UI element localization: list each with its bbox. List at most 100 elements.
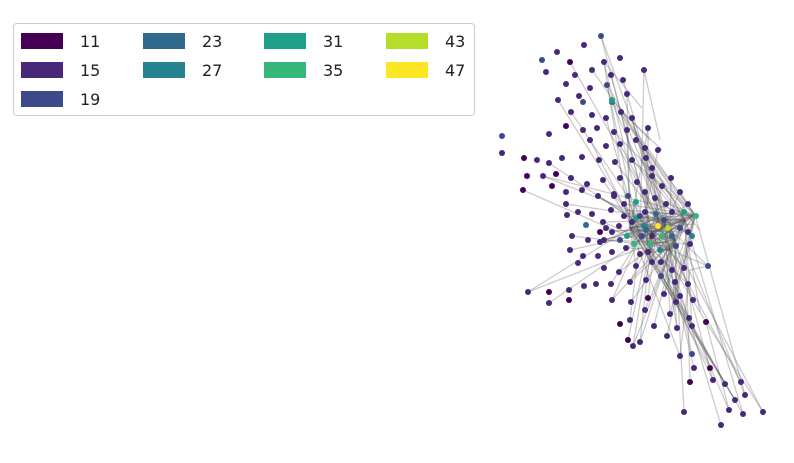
- graph-edge: [610, 74, 653, 233]
- legend-item-11: 11: [21, 31, 100, 51]
- graph-node: [668, 175, 674, 181]
- graph-node: [623, 245, 629, 251]
- graph-edge: [629, 127, 649, 229]
- graph-node: [705, 263, 711, 269]
- graph-node: [653, 211, 659, 217]
- graph-edge: [643, 69, 661, 141]
- legend-label: 23: [202, 31, 223, 51]
- graph-edge: [639, 159, 701, 231]
- graph-edge: [674, 239, 677, 303]
- graph-edge: [639, 249, 671, 343]
- graph-edge: [639, 219, 686, 239]
- graph-node: [643, 155, 649, 161]
- graph-node: [583, 222, 589, 228]
- graph-node: [649, 165, 655, 171]
- graph-edge: [674, 239, 714, 381]
- graph-node: [677, 353, 683, 359]
- graph-node: [579, 187, 585, 193]
- graph-edge: [639, 237, 649, 246]
- graph-node: [669, 209, 675, 215]
- graph-edge: [684, 219, 744, 415]
- graph-node: [625, 193, 631, 199]
- graph-edge: [599, 217, 659, 243]
- graph-node: [608, 72, 614, 78]
- graph-node: [649, 233, 655, 239]
- graph-node: [687, 379, 693, 385]
- graph-node: [685, 229, 691, 235]
- graph-node: [563, 81, 569, 87]
- graph-node: [525, 289, 531, 295]
- graph-edge: [629, 211, 673, 229]
- graph-edge: [629, 244, 649, 283]
- graph-edge: [653, 239, 676, 327]
- graph-node: [718, 422, 724, 428]
- graph-node: [617, 141, 623, 147]
- graph-node: [658, 273, 664, 279]
- graph-node: [499, 150, 505, 156]
- graph-node: [634, 179, 640, 185]
- graph-node: [643, 277, 649, 283]
- graph-node: [643, 227, 649, 233]
- graph-node: [690, 297, 696, 303]
- graph-edge: [674, 214, 696, 283]
- graph-node: [534, 157, 540, 163]
- legend-swatch: [264, 62, 306, 78]
- legend-item-43: 43: [386, 31, 465, 51]
- graph-edge: [651, 231, 677, 303]
- graph-node: [546, 300, 552, 306]
- graph-node: [687, 241, 693, 247]
- graph-node: [645, 249, 651, 255]
- graph-node: [630, 343, 636, 349]
- graph-node: [665, 225, 671, 231]
- legend-label: 35: [323, 60, 344, 80]
- graph-edge: [655, 213, 671, 251]
- graph-edge: [603, 61, 643, 109]
- graph-node: [760, 409, 766, 415]
- graph-node: [593, 281, 599, 287]
- graph-node: [621, 213, 627, 219]
- graph-edge: [669, 249, 678, 329]
- graph-edge: [651, 231, 707, 323]
- graph-edge: [611, 237, 641, 301]
- graph-node: [580, 253, 586, 259]
- graph-edge: [603, 224, 666, 241]
- legend-swatch: [143, 33, 185, 49]
- graph-node: [677, 189, 683, 195]
- graph-edge: [639, 237, 671, 251]
- graph-node: [609, 97, 615, 103]
- graph-node: [649, 173, 655, 179]
- graph-edge: [654, 197, 686, 221]
- graph-edge: [647, 219, 686, 246]
- graph-edge: [669, 249, 709, 267]
- graph-node: [609, 229, 615, 235]
- graph-edge: [647, 219, 665, 246]
- graph-node: [642, 307, 648, 313]
- graph-edge: [667, 219, 686, 229]
- graph-edge: [635, 139, 686, 221]
- graph-node: [689, 351, 695, 357]
- graph-node: [641, 67, 647, 73]
- graph-node: [566, 287, 572, 293]
- graph-node: [601, 59, 607, 65]
- graph-edge: [651, 239, 676, 263]
- graph-node: [587, 137, 593, 143]
- legend: 11 15 19 23 27 31 35 43 47: [13, 23, 475, 116]
- graph-node: [621, 201, 627, 207]
- graph-edge: [663, 219, 686, 295]
- graph-node: [521, 155, 527, 161]
- graph-edge: [684, 219, 691, 383]
- graph-node: [576, 93, 582, 99]
- graph-edge: [651, 217, 659, 233]
- graph-edges: [522, 35, 764, 426]
- legend-label: 43: [445, 31, 466, 51]
- graph-edge: [629, 227, 690, 319]
- graph-node: [555, 97, 561, 103]
- graph-node: [639, 233, 645, 239]
- graph-node: [559, 155, 565, 161]
- graph-edge: [694, 214, 746, 396]
- graph-node: [689, 323, 695, 329]
- graph-node: [624, 91, 630, 97]
- legend-swatch: [386, 62, 428, 78]
- legend-label: 31: [323, 31, 344, 51]
- graph-edge: [629, 203, 667, 229]
